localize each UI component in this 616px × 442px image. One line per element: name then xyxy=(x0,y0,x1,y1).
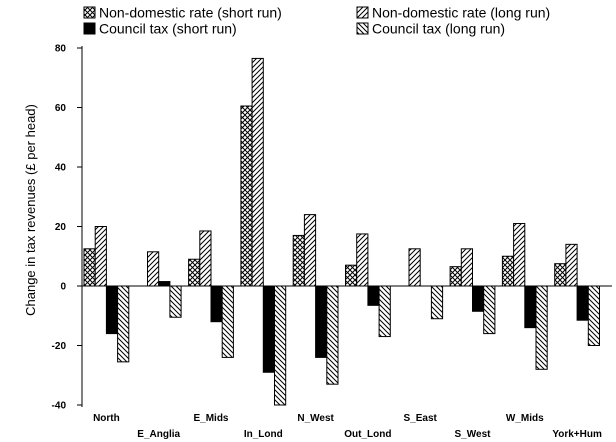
x-category-label: N_West xyxy=(297,413,334,424)
y-tick-label: 20 xyxy=(55,222,67,233)
bar-north-series-4 xyxy=(117,285,130,363)
legend-swatch xyxy=(356,22,369,35)
bar-e-mids-series-3 xyxy=(210,285,223,323)
bar-in-lond-series-2 xyxy=(251,57,264,287)
x-category-label: E_Mids xyxy=(193,413,228,424)
legend-label: Non-domestic rate (long run) xyxy=(372,5,550,21)
bar-out-lond-series-4 xyxy=(378,285,391,338)
bar-w-mids-series-4 xyxy=(535,285,548,370)
bar-north-series-1 xyxy=(83,248,96,287)
bar-s-west-series-1 xyxy=(449,266,462,287)
y-tick-label: 60 xyxy=(55,103,67,114)
bar-in-lond-series-1 xyxy=(240,105,253,287)
y-tick-label: 80 xyxy=(55,44,67,55)
y-tick-label: -40 xyxy=(52,401,67,412)
x-category-label: E_Anglia xyxy=(137,429,180,440)
bar-s-west-series-4 xyxy=(483,285,496,335)
y-tick-label: 40 xyxy=(55,163,67,174)
y-tick-label: -20 xyxy=(52,341,67,352)
bar-n-west-series-2 xyxy=(303,214,317,287)
legend-label: Council tax (long run) xyxy=(372,21,505,37)
bar-e-mids-series-2 xyxy=(199,230,212,287)
bar-out-lond-series-1 xyxy=(345,264,358,287)
bar-york-hum-series-4 xyxy=(587,285,600,346)
bar-e-mids-series-4 xyxy=(221,285,234,358)
x-category-label: North xyxy=(93,413,120,424)
x-category-label: In_Lond xyxy=(244,429,283,440)
bar-e-anglia-series-4 xyxy=(169,285,182,318)
bar-e-anglia-series-2 xyxy=(147,251,160,287)
bar-s-west-series-3 xyxy=(472,285,485,312)
bar-n-west-series-3 xyxy=(315,285,328,358)
bar-s-east-series-2 xyxy=(408,248,421,287)
bar-york-hum-series-2 xyxy=(565,243,578,287)
bar-in-lond-series-4 xyxy=(274,285,287,406)
bar-n-west-series-4 xyxy=(326,285,339,385)
bar-w-mids-series-3 xyxy=(524,285,537,329)
x-category-label: S_East xyxy=(404,413,438,424)
legend-label: Non-domestic rate (short run) xyxy=(99,5,282,21)
bar-e-anglia-series-3 xyxy=(158,281,171,287)
bars xyxy=(83,57,600,406)
x-category-label: Out_Lond xyxy=(344,429,391,440)
legend-label: Council tax (short run) xyxy=(99,21,237,37)
y-tick-label: 0 xyxy=(60,282,66,293)
bar-north-series-2 xyxy=(94,226,107,287)
bar-w-mids-series-1 xyxy=(501,255,515,287)
bar-s-west-series-2 xyxy=(460,248,473,287)
bar-york-hum-series-3 xyxy=(576,285,589,321)
y-axis-label: Change in tax revenues (£ per head) xyxy=(23,104,38,316)
legend-swatch xyxy=(83,6,96,19)
bar-north-series-3 xyxy=(105,285,119,335)
x-category-label: W_Mids xyxy=(506,413,544,424)
legend-swatch xyxy=(356,6,369,19)
bar-out-lond-series-2 xyxy=(356,233,369,287)
bar-s-east-series-4 xyxy=(430,285,444,320)
bar-w-mids-series-2 xyxy=(513,223,526,287)
x-category-label: York+Hum xyxy=(552,429,602,440)
bar-york-hum-series-1 xyxy=(554,263,567,287)
x-category-label: S_West xyxy=(455,429,492,440)
legend: Non-domestic rate (short run) Non-domesti… xyxy=(83,5,550,37)
bar-in-lond-series-3 xyxy=(262,285,275,373)
x-axis-categories: North E_Anglia E_Mids In_Lond N_West Out_Lond… xyxy=(93,413,602,440)
bar-e-mids-series-1 xyxy=(188,258,201,287)
bar-out-lond-series-3 xyxy=(367,285,380,306)
bar-n-west-series-1 xyxy=(292,234,305,287)
legend-swatch xyxy=(83,22,96,35)
